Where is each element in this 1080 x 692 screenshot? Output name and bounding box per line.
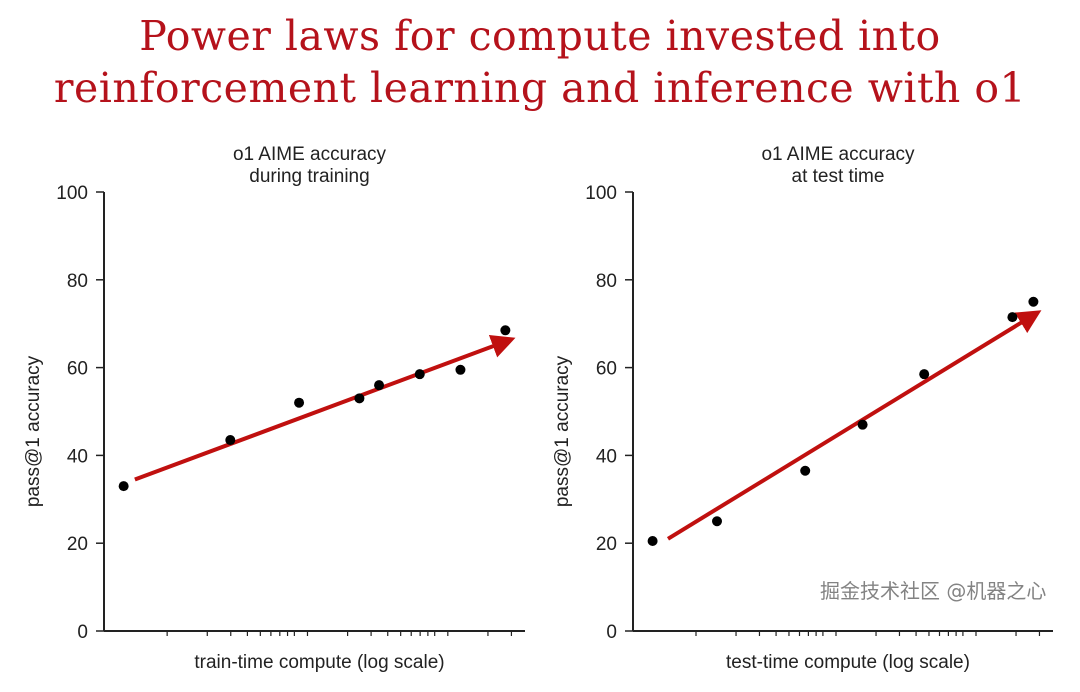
y-tick-label: 100	[585, 183, 617, 204]
data-point	[414, 369, 425, 380]
x-axis-label: train-time compute (log scale)	[194, 652, 444, 673]
data-point	[919, 369, 930, 380]
trend-arrow	[134, 334, 516, 482]
page-title: Power laws for compute invested into rei…	[0, 10, 1080, 114]
y-tick-label: 40	[596, 446, 617, 467]
data-point	[857, 419, 868, 430]
x-axis-label: test-time compute (log scale)	[726, 652, 970, 673]
data-point	[500, 325, 511, 336]
data-point	[712, 516, 722, 527]
chart-title-line: during training	[249, 166, 369, 187]
chart-title-line: o1 AIME accuracy	[761, 144, 915, 165]
data-point	[374, 380, 385, 391]
y-axis-label: pass@1 accuracy	[23, 355, 44, 507]
y-tick-label: 80	[67, 271, 88, 292]
data-point	[118, 481, 129, 492]
y-tick-label: 20	[67, 534, 88, 555]
chart-title-line: o1 AIME accuracy	[233, 144, 387, 165]
y-tick-label: 60	[67, 359, 88, 380]
watermark: 掘金技术社区 @机器之心	[820, 579, 1047, 603]
chart-title-line: at test time	[792, 166, 885, 187]
y-tick-label: 100	[56, 183, 88, 204]
data-point	[647, 536, 658, 547]
y-tick-label: 80	[596, 271, 617, 292]
y-tick-label: 0	[77, 622, 88, 643]
title-line-1: Power laws for compute invested into	[139, 12, 941, 60]
data-point	[800, 465, 811, 476]
trend-arrow	[666, 310, 1042, 541]
title-line-2: reinforcement learning and inference wit…	[53, 64, 1027, 112]
data-point	[225, 435, 236, 446]
data-point	[354, 393, 365, 404]
y-tick-label: 40	[67, 446, 88, 467]
y-axis-label: pass@1 accuracy	[552, 355, 573, 507]
data-point	[294, 397, 305, 408]
data-point	[1028, 296, 1039, 307]
y-tick-label: 0	[606, 622, 617, 643]
data-point	[455, 364, 466, 375]
data-point	[1007, 312, 1018, 323]
y-tick-label: 60	[596, 359, 617, 380]
y-tick-label: 20	[596, 534, 617, 555]
